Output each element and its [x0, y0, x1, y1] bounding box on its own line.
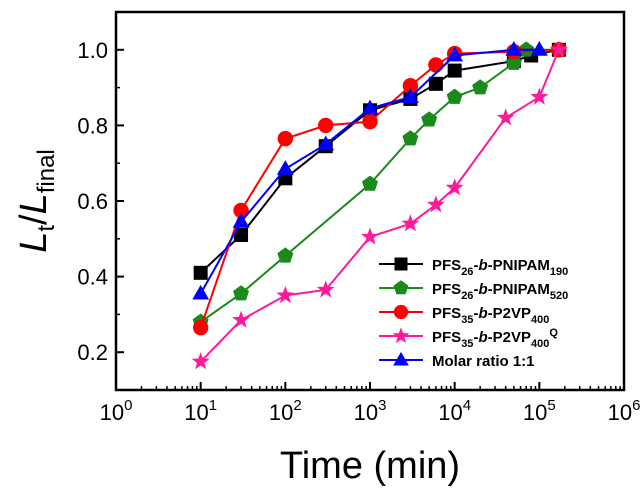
- series-line-pnipam190: [199, 48, 560, 274]
- data-point-p2vp400q: [445, 178, 464, 196]
- data-point-pnipam190: [428, 76, 443, 91]
- y-tick-label: 0.2: [77, 340, 108, 365]
- series-pnipam190: [193, 42, 566, 280]
- data-point-molar: [505, 41, 523, 56]
- x-tick-label: 101: [184, 397, 217, 425]
- data-point-pnipam190: [234, 228, 249, 243]
- data-point-pnipam520: [402, 130, 419, 146]
- data-point-pnipam190: [447, 63, 462, 78]
- legend-marker-molar: [393, 351, 409, 366]
- data-point-molar: [192, 284, 210, 300]
- series-molar: [192, 41, 548, 300]
- data-point-p2vp400q: [426, 195, 445, 213]
- data-point-p2vp400: [402, 78, 419, 94]
- data-point-pnipam520: [233, 285, 250, 301]
- data-point-molar: [530, 41, 548, 56]
- data-point-molar: [232, 213, 250, 228]
- data-point-molar: [361, 99, 379, 115]
- data-point-pnipam190: [193, 265, 208, 280]
- x-tick-label: 100: [100, 397, 133, 425]
- legend-label: Molar ratio 1:1: [432, 353, 535, 370]
- data-point-pnipam520: [472, 79, 489, 95]
- data-point-p2vp400q: [549, 40, 568, 58]
- data-point-p2vp400q: [401, 214, 420, 232]
- legend-item-p2vp400: PFS35-b-P2VP400: [379, 304, 549, 326]
- plot-frame: [114, 10, 626, 392]
- y-tick-label: 1.0: [77, 38, 108, 63]
- legend-item-p2vp400q: PFS35-b-P2VP400Q: [379, 327, 558, 350]
- legend-label: PFS35-b-P2VP400: [432, 305, 549, 326]
- x-tick-label: 105: [523, 397, 556, 425]
- data-point-pnipam520: [421, 111, 438, 127]
- data-point-p2vp400: [318, 117, 334, 134]
- data-point-pnipam520: [277, 247, 294, 263]
- series-layer: [191, 40, 568, 370]
- x-tick-label: 104: [438, 397, 471, 425]
- data-point-p2vp400q: [530, 87, 549, 105]
- legend-marker-pnipam190: [394, 257, 408, 271]
- legend-label: PFS35-b-P2VP400Q: [432, 327, 558, 350]
- x-tick-label: 103: [354, 397, 387, 425]
- y-axis-label: Lt/Lfinal: [13, 149, 60, 253]
- x-tick-label: 102: [269, 397, 302, 425]
- data-point-p2vp400: [192, 319, 209, 336]
- data-point-p2vp400: [362, 113, 378, 130]
- series-p2vp400q: [191, 40, 568, 370]
- data-point-p2vp400q: [276, 286, 295, 304]
- x-axis-label: Time (min): [280, 445, 460, 487]
- x-tick-label: 106: [608, 397, 641, 425]
- data-point-molar: [446, 46, 464, 62]
- legend-item-pnipam520: PFS26-b-PNIPAM520: [379, 280, 568, 302]
- axes: 100 101 102 103 104 105 106 0.2 0.4 0.6 0.8 1.0: [77, 11, 641, 425]
- data-point-molar: [276, 160, 294, 175]
- data-point-pnipam520: [505, 54, 522, 70]
- legend-label: PFS26-b-PNIPAM520: [432, 281, 568, 302]
- data-point-p2vp400q: [496, 108, 515, 126]
- legend-marker-p2vp400: [393, 304, 409, 320]
- legend: PFS26-b-PNIPAM190 PFS26-b-PNIPAM520 PFS35-…: [379, 257, 568, 370]
- legend-marker-pnipam520: [393, 280, 409, 295]
- y-tick-label: 0.4: [77, 265, 108, 290]
- legend-label: PFS26-b-PNIPAM190: [432, 257, 568, 278]
- y-tick-label: 0.8: [77, 113, 108, 138]
- y-tick-label: 0.6: [77, 189, 108, 214]
- data-point-p2vp400: [233, 202, 249, 219]
- data-point-p2vp400q: [316, 280, 335, 298]
- legend-item-molar: Molar ratio 1:1: [379, 351, 535, 370]
- data-point-p2vp400q: [361, 227, 379, 245]
- data-point-molar: [401, 88, 419, 103]
- data-point-p2vp400q: [191, 352, 210, 370]
- data-point-molar: [317, 135, 335, 151]
- data-point-p2vp400: [428, 57, 444, 73]
- legend-marker-p2vp400q: [392, 327, 410, 344]
- legend-item-pnipam190: PFS26-b-PNIPAM190: [379, 257, 568, 278]
- data-point-p2vp400q: [232, 310, 251, 328]
- data-point-pnipam520: [446, 88, 463, 104]
- data-point-p2vp400: [277, 130, 294, 147]
- data-point-pnipam520: [362, 175, 378, 191]
